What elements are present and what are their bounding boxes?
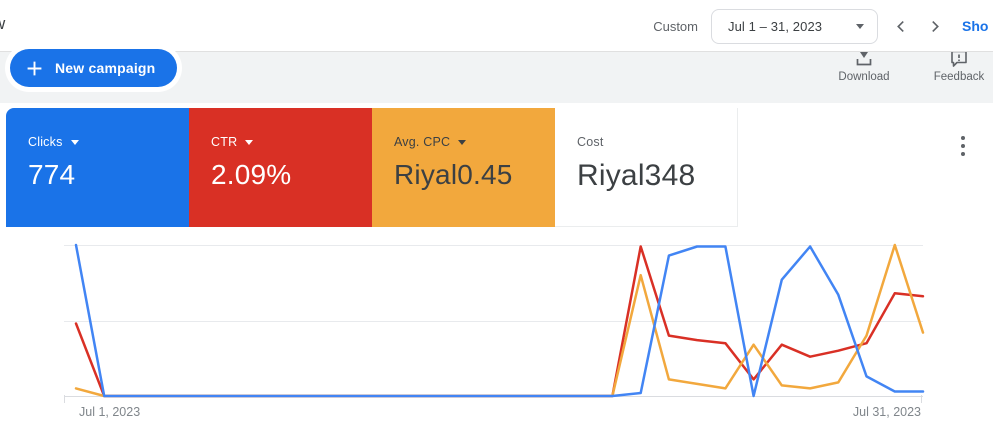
more-options-button[interactable] [952,130,974,162]
scorecard-ctr[interactable]: CTR 2.09% [189,108,372,227]
new-campaign-label: New campaign [55,60,156,76]
performance-chart: Jul 1, 2023 Jul 31, 2023 [0,235,993,431]
chart-series-group [74,243,925,398]
date-range-dropdown[interactable]: Jul 1 – 31, 2023 [711,8,878,44]
previous-period-button[interactable] [889,14,913,38]
chevron-down-icon [856,23,864,29]
scorecard-cost-label: Cost [577,135,604,149]
next-period-button[interactable] [922,14,946,38]
date-range-type-label: Custom [653,18,698,34]
show-link[interactable]: Sho [962,18,989,34]
download-icon [856,52,872,66]
metric-dropdown-caret-icon[interactable] [245,139,254,145]
download-button[interactable]: Download [822,51,906,83]
scorecard-ctr-value: 2.09% [211,159,292,190]
chevron-left-icon [896,20,904,32]
metric-dropdown-caret-icon[interactable] [458,139,467,145]
download-label: Download [838,71,890,83]
date-controls: Custom Jul 1 – 31, 2023 Sho [653,0,993,52]
plus-icon [26,60,43,77]
scorecard-clicks-label: Clicks [28,135,63,149]
scorecard-cost[interactable]: Cost Riyal348 [555,108,738,227]
new-campaign-button[interactable]: New campaign [10,49,178,87]
scorecard-avg-cpc-label: Avg. CPC [394,135,451,149]
scorecard-clicks-value: 774 [28,159,76,190]
x-axis-label-right: Jul 31, 2023 [853,405,921,419]
feedback-icon [951,51,967,67]
date-range-value: Jul 1 – 31, 2023 [728,18,823,34]
scorecard-clicks[interactable]: Clicks 774 [6,108,189,227]
metric-dropdown-caret-icon[interactable] [70,139,79,145]
scorecards-row: Clicks 774 CTR 2.09% Avg. CPC Riyal0.45 … [6,108,738,227]
topbar: w Custom Jul 1 – 31, 2023 Sho [0,0,993,52]
chevron-right-icon [931,20,939,32]
scorecard-cost-value: Riyal348 [577,159,696,192]
chart-series-avg_cpc [74,243,925,398]
kebab-icon [961,136,965,140]
chart-series-clicks [74,243,925,398]
page-title-fragment: w [0,14,5,34]
x-axis-label-left: Jul 1, 2023 [79,405,140,419]
feedback-label: Feedback [933,71,985,83]
scorecard-ctr-label: CTR [211,135,238,149]
feedback-button[interactable]: Feedback [916,51,993,83]
scorecard-avg-cpc-value: Riyal0.45 [394,159,513,190]
scorecard-avg-cpc[interactable]: Avg. CPC Riyal0.45 [372,108,555,227]
